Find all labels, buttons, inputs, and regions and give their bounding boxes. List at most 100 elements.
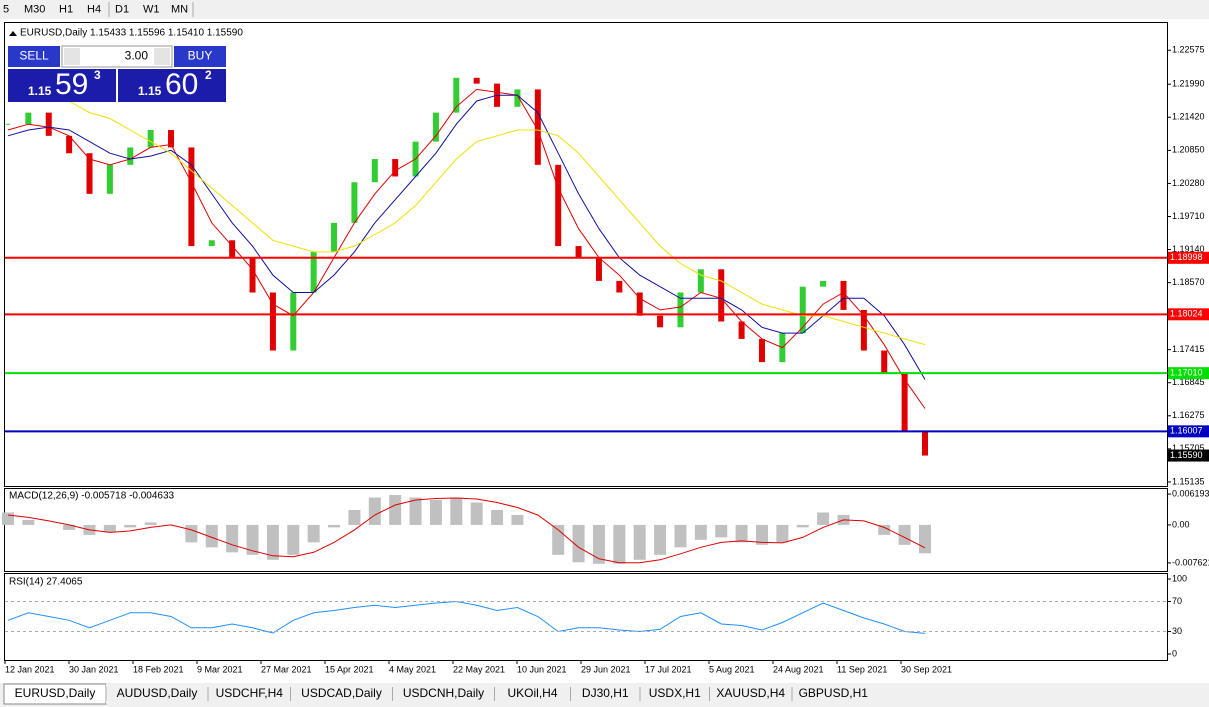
histogram-bar: [2, 512, 14, 525]
candle: [249, 257, 256, 293]
indicator-line: [7, 94, 926, 380]
main-frame: [4, 22, 1168, 487]
tab-label[interactable]: GBPUSD,H1: [799, 686, 869, 700]
candle: [66, 135, 73, 154]
candle: [453, 77, 460, 113]
tab-label[interactable]: DJ30,H1: [582, 686, 629, 700]
y-tick-label: 1.22575: [1172, 45, 1205, 55]
y-tick-label: 0.006193: [1172, 488, 1209, 498]
level-tag: [1168, 449, 1209, 462]
timeframe[interactable]: H4: [87, 3, 101, 15]
candle: [229, 240, 236, 258]
tab[interactable]: [106, 684, 208, 704]
y-tick-label: -0.007621: [1172, 557, 1209, 567]
y-tick-label: 0: [1172, 648, 1177, 658]
tab-label[interactable]: USDCHF,H4: [216, 686, 284, 700]
histogram-bar: [511, 514, 524, 525]
candle: [331, 222, 338, 252]
x-tick-label: 29 Jun 2021: [581, 664, 631, 674]
macd-frame: [4, 488, 1168, 572]
timeframe[interactable]: MN: [171, 3, 188, 15]
buy-pips: 60: [165, 68, 198, 101]
collapse-icon[interactable]: [9, 31, 17, 36]
y-tick-label: 1.17415: [1172, 344, 1205, 354]
tab[interactable]: [709, 684, 793, 704]
x-tick-label: 30 Jan 2021: [69, 664, 119, 674]
tab-label[interactable]: XAUUSD,H4: [716, 686, 785, 700]
x-tick-label: 27 Mar 2021: [261, 664, 312, 674]
y-tick-label: 100: [1172, 573, 1187, 583]
tab[interactable]: [208, 684, 291, 704]
tab-label[interactable]: EURUSD,Daily: [15, 686, 96, 700]
histogram-bar: [491, 509, 504, 525]
candle: [881, 350, 888, 374]
candle: [432, 112, 439, 142]
tab[interactable]: [570, 684, 641, 704]
candle: [840, 280, 847, 310]
tab[interactable]: [494, 684, 571, 704]
volume-down[interactable]: [64, 48, 80, 65]
histogram-bar: [674, 524, 687, 548]
candle: [860, 309, 867, 351]
tab[interactable]: [792, 684, 875, 704]
x-tick-label: 11 Sep 2021: [837, 664, 887, 674]
tab-label[interactable]: UKOil,H4: [507, 686, 557, 700]
x-tick-label: 22 May 2021: [453, 664, 505, 674]
tab-label[interactable]: USDX,H1: [649, 686, 701, 700]
candle: [188, 147, 195, 247]
buy-price-box[interactable]: [118, 69, 226, 102]
candle: [168, 130, 175, 148]
timeframe[interactable]: W1: [143, 3, 160, 15]
timeframe[interactable]: M30: [24, 3, 45, 15]
level-label: 1.18024: [1170, 309, 1203, 319]
x-tick-label: 5 Aug 2021: [709, 664, 755, 674]
x-tick-label: 4 May 2021: [389, 664, 436, 674]
candle: [595, 257, 602, 281]
tab[interactable]: [290, 684, 393, 704]
histogram-bar: [266, 524, 279, 560]
tab[interactable]: [392, 684, 495, 704]
sell-price-box[interactable]: [8, 69, 116, 102]
volume-box[interactable]: [61, 45, 173, 68]
histogram-bar: [735, 524, 748, 543]
indicator-line: [7, 88, 926, 409]
volume-up[interactable]: [154, 48, 170, 65]
candle: [799, 286, 806, 334]
timeframe[interactable]: H1: [59, 3, 73, 15]
y-tick-label: 1.20280: [1172, 178, 1205, 188]
volume[interactable]: 3.00: [125, 49, 149, 63]
histogram-bar: [287, 524, 300, 555]
y-tick-label: 1.16275: [1172, 410, 1205, 420]
buy-label[interactable]: BUY: [188, 49, 213, 63]
histogram-bar: [429, 500, 442, 525]
candle: [86, 153, 93, 194]
histogram-bar: [470, 502, 483, 525]
level-tag: [1168, 308, 1209, 321]
y-tick-label: 1.15705: [1172, 443, 1205, 453]
tab-label[interactable]: USDCAD,Daily: [301, 686, 382, 700]
y-tick-label: 1.18570: [1172, 277, 1205, 287]
y-tick-label: 1.15135: [1172, 476, 1205, 486]
candle: [127, 147, 134, 165]
timeframe[interactable]: D1: [115, 3, 129, 15]
level-label: 1.15590: [1170, 450, 1203, 460]
histogram-bar: [185, 524, 198, 543]
sell-button[interactable]: [8, 46, 60, 67]
sell-big: 1.15: [28, 84, 52, 98]
buy-point: 2: [205, 68, 212, 82]
buy-button[interactable]: [174, 46, 226, 67]
histogram-bar: [919, 524, 931, 554]
candle: [718, 269, 725, 322]
y-tick-label: 1.21420: [1172, 112, 1205, 122]
candle: [25, 112, 32, 125]
tab[interactable]: [640, 684, 710, 704]
sell-label[interactable]: SELL: [19, 49, 49, 63]
candle: [657, 315, 664, 328]
tab-label[interactable]: AUDUSD,Daily: [117, 686, 198, 700]
x-tick-label: 17 Jul 2021: [645, 664, 692, 674]
tab-label[interactable]: USDCNH,Daily: [403, 686, 484, 700]
timeframe[interactable]: 5: [3, 3, 9, 15]
histogram-bar: [328, 524, 341, 528]
histogram-bar: [898, 524, 911, 545]
candle: [351, 182, 358, 223]
